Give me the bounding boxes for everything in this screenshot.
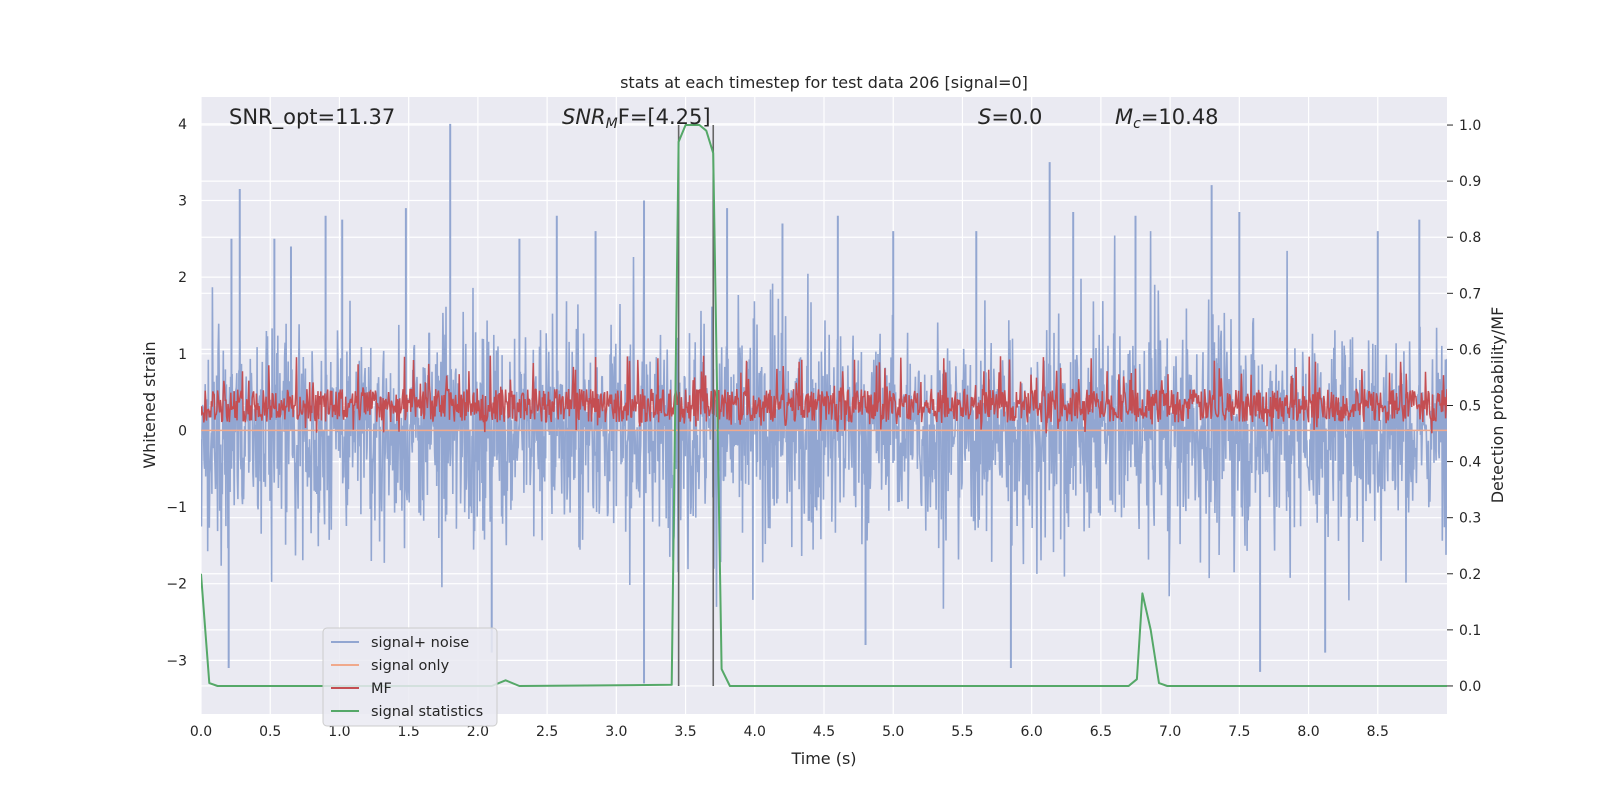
- x-tick-label: 6.5: [1090, 724, 1112, 740]
- annotation-snr-mf: SNRMF=[4.25]: [562, 105, 711, 132]
- y-left-tick-label: 2: [178, 270, 187, 286]
- annotation-snr-mf-rest: F=[4.25]: [618, 105, 711, 129]
- y-right-tick-label: 0.7: [1459, 286, 1481, 302]
- chart-title: stats at each timestep for test data 206…: [620, 73, 1028, 92]
- legend-label: MF: [371, 681, 392, 697]
- y-left-tick-label: 3: [178, 193, 187, 209]
- y-right-tick-label: 0.0: [1459, 679, 1481, 695]
- y-right-tick-label: 0.5: [1459, 399, 1481, 415]
- annotation-s-rest: =0.0: [991, 105, 1042, 129]
- annotation-mc-rest: =10.48: [1141, 105, 1219, 129]
- annotation-s-var: S: [978, 105, 991, 129]
- signal-statistics-line: [201, 124, 1447, 687]
- y-left-tick-label: −3: [166, 653, 187, 669]
- y-left-tick-labels: −3 −2 −1 0 1 2 3 4: [166, 117, 187, 670]
- legend-label: signal+ noise: [371, 635, 469, 651]
- x-tick-label: 5.0: [882, 724, 904, 740]
- x-axis-label: Time (s): [790, 749, 856, 768]
- y-left-tick-label: 0: [178, 423, 187, 439]
- y-right-tick-label: 1.0: [1459, 118, 1481, 134]
- x-tick-label: 1.5: [398, 724, 420, 740]
- y-right-tick-label: 0.4: [1459, 455, 1481, 471]
- annotation-mc: Mc=10.48: [1115, 105, 1219, 132]
- y-left-tick-label: 1: [178, 347, 187, 363]
- x-tick-label: 0.0: [190, 724, 212, 740]
- x-tick-label: 0.5: [259, 724, 281, 740]
- vertical-markers: [677, 125, 715, 686]
- x-tick-label: 7.0: [1159, 724, 1181, 740]
- x-tick-label: 3.5: [674, 724, 696, 740]
- mf-trace: [201, 355, 1447, 434]
- annotation-snr-mf-sub: M: [606, 116, 618, 132]
- x-tick-label: 4.5: [813, 724, 835, 740]
- y-left-tick-label: 4: [178, 117, 187, 133]
- annotation-mc-sub: c: [1133, 116, 1141, 132]
- legend: signal+ noise signal only MF signal statist…: [322, 627, 498, 727]
- x-tick-label: 1.0: [328, 724, 350, 740]
- x-tick-label: 6.0: [1021, 724, 1043, 740]
- x-tick-label: 2.0: [467, 724, 489, 740]
- x-tick-label: 8.5: [1367, 724, 1389, 740]
- series-mf: [201, 355, 1447, 434]
- legend-box: [322, 627, 498, 727]
- y-right-tick-label: 0.3: [1459, 511, 1481, 527]
- legend-label: signal statistics: [371, 704, 483, 720]
- y-right-tick-labels: 0.0 0.1 0.2 0.3 0.4 0.5 0.6 0.7 0.8 0.9 1.0: [1447, 118, 1481, 695]
- annotation-s: S=0.0: [978, 105, 1042, 129]
- x-tick-label: 5.5: [951, 724, 973, 740]
- y-left-tick-label: −2: [166, 577, 187, 593]
- y-right-axis-label: Detection probability/MF: [1488, 307, 1507, 504]
- x-tick-label: 8.0: [1297, 724, 1319, 740]
- annotation-mc-var: M: [1115, 105, 1133, 129]
- y-right-tick-label: 0.8: [1459, 230, 1481, 246]
- series-signal-statistics: [201, 124, 1447, 687]
- legend-label: signal only: [371, 658, 450, 674]
- x-tick-label: 2.5: [536, 724, 558, 740]
- y-right-tick-label: 0.2: [1459, 567, 1481, 583]
- noise-trace: [201, 231, 1447, 609]
- y-left-axis-label: Whitened strain: [140, 341, 159, 468]
- y-right-tick-label: 0.6: [1459, 342, 1481, 358]
- annotation-snr-mf-main: SNR: [562, 105, 606, 129]
- x-tick-labels: 0.0 0.5 1.0 1.5 2.0 2.5 3.0 3.5 4.0 4.5 5.0 5.5 6.0 6…: [190, 724, 1389, 740]
- x-tick-label: 4.0: [744, 724, 766, 740]
- x-tick-label: 3.0: [605, 724, 627, 740]
- x-tick-label: 7.5: [1228, 724, 1250, 740]
- y-right-tick-label: 0.1: [1459, 623, 1481, 639]
- y-right-tick-label: 0.9: [1459, 174, 1481, 190]
- y-left-tick-label: −1: [166, 500, 187, 516]
- annotation-snr-opt: SNR_opt=11.37: [229, 105, 395, 130]
